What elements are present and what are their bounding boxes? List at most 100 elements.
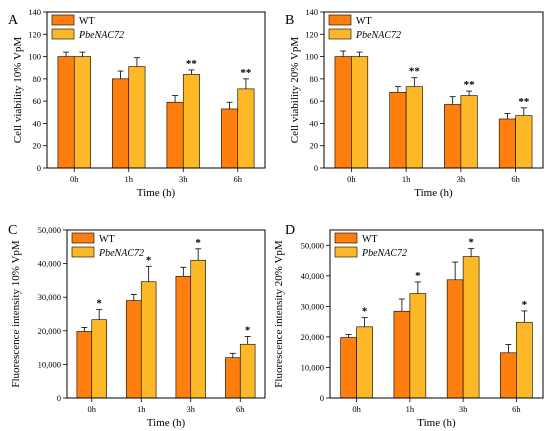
- legend-swatch: [51, 28, 75, 40]
- x-tick-label: 0h: [347, 174, 356, 184]
- y-tick-label: 0: [57, 393, 61, 403]
- bar-wt: [166, 101, 184, 169]
- significance-marker: *: [195, 237, 201, 249]
- y-tick-label: 80: [33, 74, 42, 84]
- plot-frame: [66, 229, 266, 399]
- bar-pbenac72: [356, 326, 373, 399]
- bar-pbenac72: [405, 86, 423, 169]
- y-tick-label: 40,000: [301, 271, 324, 281]
- bar-pbenac72: [460, 95, 478, 169]
- panel-letter: B: [285, 13, 294, 28]
- bar-pbenac72: [182, 74, 200, 169]
- bar-pbenac72: [462, 256, 480, 399]
- x-axis-title: Time (h): [137, 187, 176, 199]
- x-tick-label: 1h: [125, 174, 134, 184]
- x-tick-label: 0h: [70, 174, 79, 184]
- bar-pbenac72: [409, 293, 427, 399]
- y-tick-label: 60: [310, 96, 319, 106]
- legend-swatch: [51, 14, 75, 26]
- significance-marker: **: [409, 66, 421, 78]
- y-tick-label: 100: [305, 52, 318, 62]
- y-tick-label: 0: [37, 163, 41, 173]
- y-tick-label: 50,000: [301, 240, 324, 250]
- x-tick-label: 3h: [179, 174, 188, 184]
- y-tick-label: 0: [320, 393, 324, 403]
- y-tick-label: 120: [28, 29, 41, 39]
- y-tick-label: 20,000: [301, 332, 324, 342]
- x-tick-label: 1h: [402, 174, 411, 184]
- significance-marker: **: [186, 58, 198, 70]
- x-tick-label: 1h: [406, 404, 415, 414]
- y-tick-label: 30,000: [301, 301, 324, 311]
- legend-swatch: [328, 14, 352, 26]
- x-tick-label: 6h: [236, 404, 245, 414]
- significance-marker: *: [362, 306, 368, 318]
- significance-marker: *: [415, 270, 421, 282]
- x-tick-label: 1h: [137, 404, 146, 414]
- y-tick-label: 10,000: [38, 359, 61, 369]
- x-tick-label: 6h: [234, 174, 243, 184]
- significance-marker: *: [522, 299, 528, 311]
- bar-pbenac72: [73, 56, 91, 169]
- bar-wt: [126, 300, 142, 399]
- legend-label: PbeNAC72: [361, 248, 407, 259]
- bar-wt: [500, 352, 517, 399]
- legend-swatch: [328, 28, 352, 40]
- bar-wt: [446, 279, 464, 399]
- bar-wt: [225, 357, 241, 399]
- legend-label: WT: [356, 16, 372, 27]
- legend-label: WT: [79, 16, 95, 27]
- significance-marker: **: [518, 96, 530, 108]
- y-tick-label: 40: [310, 118, 319, 128]
- chart-panel-c: C 0 10,000 20,000 30,000 40,000 50,000 * 0h * 1h * 3…: [8, 223, 266, 429]
- x-tick-label: 0h: [88, 404, 97, 414]
- y-tick-label: 140: [28, 7, 41, 17]
- bar-wt: [57, 56, 75, 169]
- y-tick-label: 40,000: [38, 259, 61, 269]
- bar-wt: [389, 91, 407, 169]
- panel-letter: D: [285, 223, 295, 238]
- x-tick-label: 6h: [511, 174, 520, 184]
- x-tick-label: 6h: [512, 404, 521, 414]
- x-axis-title: Time (h): [414, 187, 453, 199]
- x-tick-label: 3h: [459, 404, 468, 414]
- bar-pbenac72: [128, 66, 146, 169]
- bar-wt: [221, 108, 239, 169]
- bar-pbenac72: [140, 281, 157, 399]
- bar-pbenac72: [237, 88, 255, 169]
- significance-marker: **: [464, 79, 476, 91]
- y-axis-title: Cell viability 10% VpM: [12, 37, 24, 144]
- x-axis-title: Time (h): [147, 417, 186, 429]
- plot-frame: [323, 11, 544, 169]
- chart-panel-a: A 0 20 40 60 80 100 120 140 0h 1h ** 3h ** 6h Time (h) C…: [8, 7, 266, 199]
- y-tick-label: 20: [33, 141, 42, 151]
- y-tick-label: 20,000: [38, 326, 61, 336]
- legend-label: PbeNAC72: [355, 30, 401, 41]
- y-tick-label: 50,000: [38, 225, 61, 235]
- bar-pbenac72: [239, 343, 256, 399]
- bar-wt: [76, 331, 93, 399]
- bar-wt: [498, 118, 516, 169]
- y-axis-title: Fluorescence intensity 10% VpM: [10, 240, 22, 388]
- y-tick-label: 120: [305, 29, 318, 39]
- bar-pbenac72: [91, 319, 107, 399]
- y-tick-label: 140: [305, 7, 318, 17]
- bar-wt: [444, 104, 462, 169]
- plot-frame: [46, 11, 266, 169]
- x-tick-label: 3h: [457, 174, 466, 184]
- x-tick-label: 0h: [352, 404, 361, 414]
- bar-pbenac72: [351, 56, 369, 169]
- y-tick-label: 100: [28, 52, 41, 62]
- bar-wt: [112, 78, 130, 169]
- significance-marker: *: [245, 325, 251, 337]
- y-axis-title: Cell viability 20% VpM: [289, 37, 301, 144]
- y-tick-label: 30,000: [38, 292, 61, 302]
- y-tick-label: 80: [310, 74, 319, 84]
- y-tick-label: 40: [33, 118, 42, 128]
- significance-marker: *: [96, 298, 102, 310]
- legend-swatch: [334, 232, 358, 244]
- legend-swatch: [71, 246, 95, 258]
- y-axis-title: Fluorescence intensity 20% VpM: [273, 240, 285, 388]
- plot-frame: [329, 229, 544, 399]
- bar-wt: [340, 337, 357, 399]
